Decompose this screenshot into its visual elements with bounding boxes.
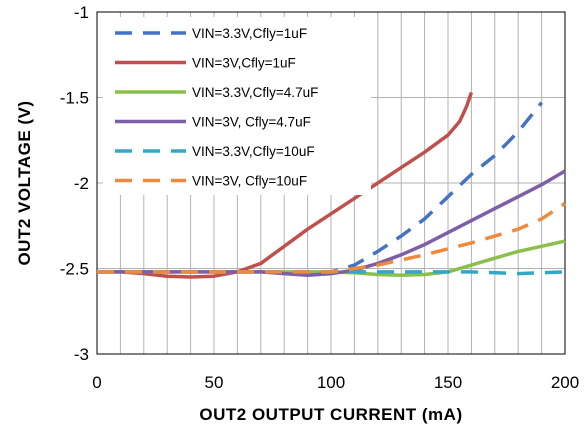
plot-area-frame [96,11,566,355]
series-line-6 [97,202,566,274]
legend-label-2: VIN=3V,Cfly=1uF [192,56,296,71]
y-tick-label: -2.5 [60,260,89,279]
y-tick-labels: -1 -1.5 -2 -2.5 -3 [60,3,89,364]
y-tick-label: -1 [74,3,89,22]
legend-label-5: VIN=3.3V,Cfly=10uF [192,144,315,159]
y-axis-title: OUT2 VOLTAGE (V) [15,100,34,265]
x-tick-labels: 0 50 100 150 200 [92,373,579,392]
x-tick-label: 100 [317,373,345,392]
legend-label-4: VIN=3V, Cfly=4.7uF [192,115,311,130]
series-line-2 [97,91,474,279]
legend: VIN=3.3V,Cfly=1uF VIN=3V,Cfly=1uF VIN=3.3V… [103,17,371,195]
legend-background [103,17,371,195]
y-tick-label: -2 [74,174,89,193]
y-tick-label: -3 [74,345,89,364]
legend-label-6: VIN=3V, Cfly=10uF [192,174,307,189]
series-line-5 [97,270,566,276]
x-axis-title: OUT2 OUTPUT CURRENT (mA) [199,405,462,424]
legend-label-3: VIN=3.3V,Cfly=4.7uF [192,85,318,100]
x-tick-label: 0 [92,373,101,392]
x-tick-label: 50 [205,373,224,392]
series-lines [97,91,566,279]
x-tick-label: 200 [551,373,579,392]
x-tick-label: 150 [434,373,462,392]
y-tick-label: -1.5 [60,89,89,108]
legend-label-1: VIN=3.3V,Cfly=1uF [192,26,307,41]
series-line-1 [97,101,543,274]
